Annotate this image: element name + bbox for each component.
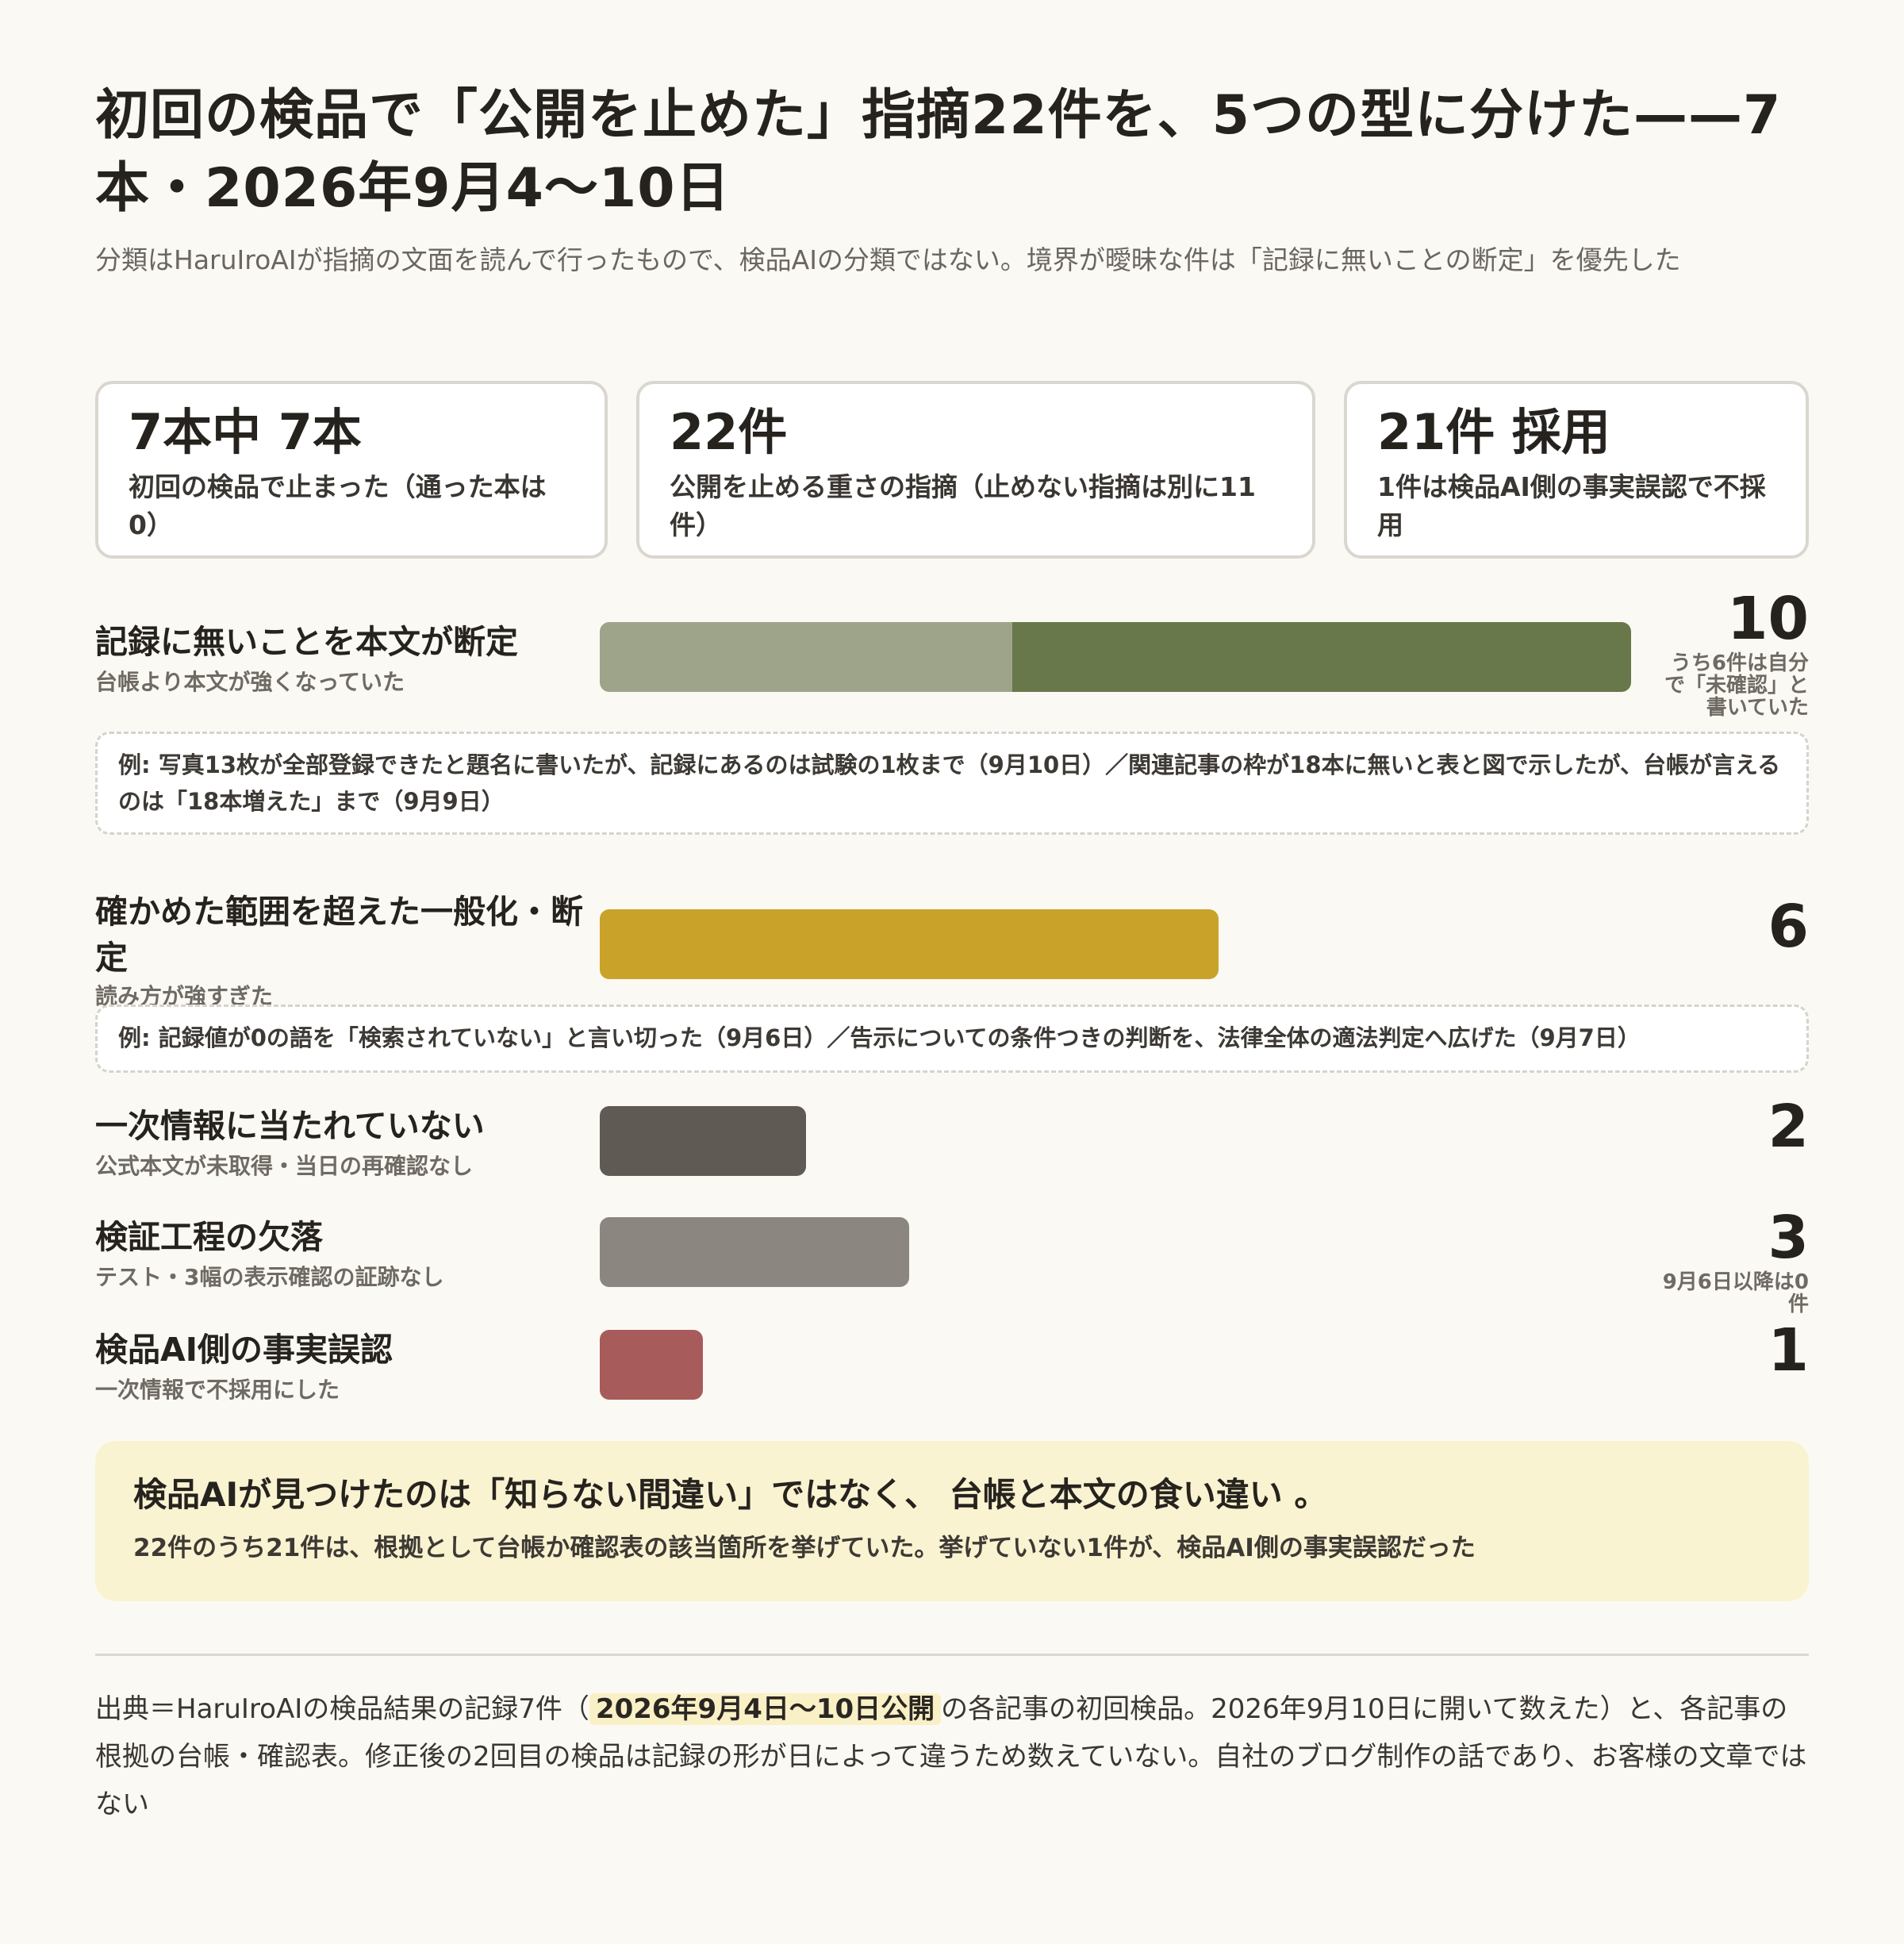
stat-label: 公開を止める重さの指摘（止めない指摘は別に11件） (670, 471, 1256, 540)
stat-value: 7本中 7本 (129, 403, 362, 461)
data-label: 1 (1768, 1316, 1810, 1385)
source-text-post: の各記事の初回検品。2026年9月10日に開いて数えた）と、各記事の根拠の台帳・… (95, 1693, 1807, 1820)
category-label: 一次情報に当たれていない (95, 1107, 485, 1145)
category-label: 記録に無いことを本文が断定 (95, 623, 518, 661)
category-label: 検証工程の欠落 (95, 1218, 323, 1256)
stat-label: 1件は検品AI側の事実誤認で不採用 (1377, 471, 1766, 540)
bar (600, 622, 1631, 692)
stat-label: 初回の検品で止まった（通った本は0） (129, 471, 547, 540)
page-subtitle: 分類はHaruIroAIが指摘の文面を読んで行ったもので、検品AIの分類ではない… (95, 244, 1681, 275)
bar-segment (600, 622, 1012, 692)
category-sublabel: テスト・3幅の表示確認の証跡なし (95, 1264, 444, 1290)
example-box: 例: 写真13枚が全部登録できたと題名に書いたが、記録にあるのは試験の1枚まで（… (95, 732, 1809, 835)
bar (600, 909, 1219, 979)
data-label: 2 (1768, 1093, 1810, 1161)
data-label: 10 (1727, 585, 1809, 653)
bar-segment (600, 1217, 909, 1287)
callout-body: 22件のうち21件は、根拠として台帳か確認表の該当箇所を挙げていた。挙げていない… (133, 1534, 1476, 1562)
data-note: うち6件は自分で「未確認」と書いていた (1664, 651, 1809, 720)
category-label: 確かめた範囲を超えた一般化・断定 (95, 893, 583, 977)
stat-value: 22件 (670, 403, 788, 461)
page: 初回の検品で「公開を止めた」指摘22件を、5つの型に分けた——7本・2026年9… (95, 79, 1809, 1820)
category-sublabel: 台帳より本文が強くなっていた (95, 669, 405, 695)
source-highlight: 2026年9月4日〜10日公開 (589, 1693, 942, 1725)
page-title: 初回の検品で「公開を止めた」指摘22件を、5つの型に分けた——7本・2026年9… (95, 84, 1782, 220)
bar (600, 1106, 806, 1176)
bar (600, 1217, 909, 1287)
example-box: 例: 記録値が0の語を「検索されていない」と言い切った（9月6日）／告示について… (95, 1005, 1809, 1073)
stat-value: 21件 採用 (1377, 403, 1610, 461)
source-note: 出典＝HaruIroAIの検品結果の記録7件（ 2026年9月4日〜10日公開 の各… (95, 1685, 1809, 1828)
callout-headline: 検品AIが見つけたのは「知らない間違い」ではなく、 台帳と本文の食い違い 。 (133, 1475, 1328, 1514)
bar (600, 1330, 703, 1400)
bar-segment (600, 1106, 806, 1176)
category-label: 検品AI側の事実誤認 (95, 1331, 393, 1369)
data-note: 9月6日以降は0件 (1662, 1270, 1809, 1316)
source-text-pre: 出典＝HaruIroAIの検品結果の記録7件（ (95, 1693, 589, 1725)
stat-card-articles: 7本中 7本 初回の検品で止まった（通った本は0） (95, 381, 608, 559)
data-label: 3 (1768, 1204, 1810, 1272)
category-sublabel: 公式本文が未取得・当日の再確認なし (95, 1153, 474, 1179)
bar-segment (600, 909, 1219, 979)
data-label: 6 (1768, 893, 1810, 961)
key-finding-callout: 検品AIが見つけたのは「知らない間違い」ではなく、 台帳と本文の食い違い 。 2… (95, 1441, 1809, 1601)
category-sublabel: 一次情報で不採用にした (95, 1377, 340, 1403)
bar-segment (600, 1330, 703, 1400)
divider (95, 1654, 1809, 1656)
bar-segment (1012, 622, 1631, 692)
stat-cards: 7本中 7本 初回の検品で止まった（通った本は0） 22件 公開を止める重さの指… (95, 381, 1809, 559)
stat-card-adopted: 21件 採用 1件は検品AI側の事実誤認で不採用 (1344, 381, 1809, 559)
stat-card-findings: 22件 公開を止める重さの指摘（止めない指摘は別に11件） (636, 381, 1315, 559)
